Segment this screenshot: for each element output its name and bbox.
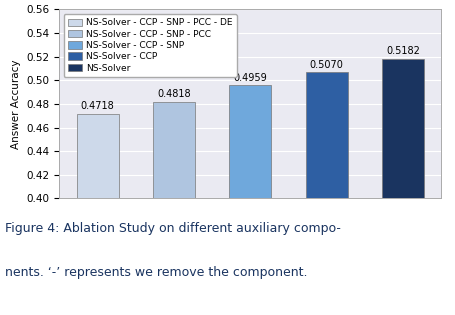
Legend: NS-Solver - CCP - SNP - PCC - DE, NS-Solver - CCP - SNP - PCC, NS-Solver - CCP -: NS-Solver - CCP - SNP - PCC - DE, NS-Sol… xyxy=(64,14,237,77)
Text: 0.4959: 0.4959 xyxy=(233,73,267,83)
Bar xyxy=(153,102,195,315)
Bar xyxy=(382,59,424,315)
Text: 0.4818: 0.4818 xyxy=(157,89,191,100)
Bar xyxy=(306,72,348,315)
Text: 0.4718: 0.4718 xyxy=(81,101,114,111)
Y-axis label: Answer Accuracy: Answer Accuracy xyxy=(11,59,21,149)
Text: 0.5182: 0.5182 xyxy=(386,47,420,56)
Bar xyxy=(76,114,118,315)
Text: 0.5070: 0.5070 xyxy=(310,60,344,70)
Text: nents. ‘-’ represents we remove the component.: nents. ‘-’ represents we remove the comp… xyxy=(5,266,307,279)
Text: Figure 4: Ablation Study on different auxiliary compo-: Figure 4: Ablation Study on different au… xyxy=(5,222,340,235)
Bar xyxy=(229,85,271,315)
